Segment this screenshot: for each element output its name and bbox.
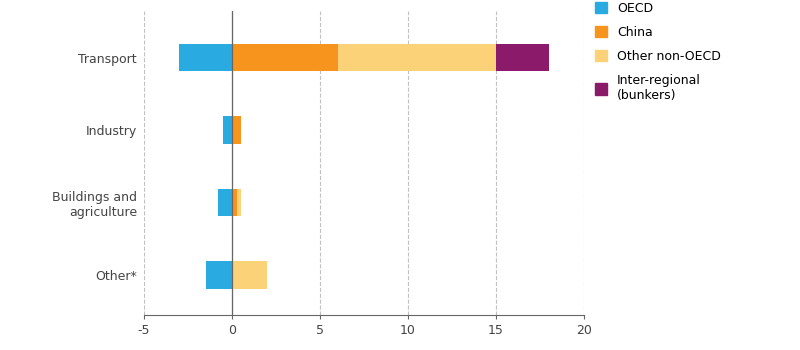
Bar <box>338 44 496 71</box>
Bar <box>179 44 232 71</box>
Bar <box>496 44 549 71</box>
Bar <box>238 189 241 216</box>
Bar <box>232 44 338 71</box>
Bar <box>218 189 232 216</box>
Bar <box>206 261 232 289</box>
Bar <box>232 261 267 289</box>
Bar <box>232 189 238 216</box>
Legend: OECD, China, Other non-OECD, Inter-regional
(bunkers): OECD, China, Other non-OECD, Inter-regio… <box>594 1 721 102</box>
Bar <box>223 116 232 144</box>
Bar <box>232 116 241 144</box>
